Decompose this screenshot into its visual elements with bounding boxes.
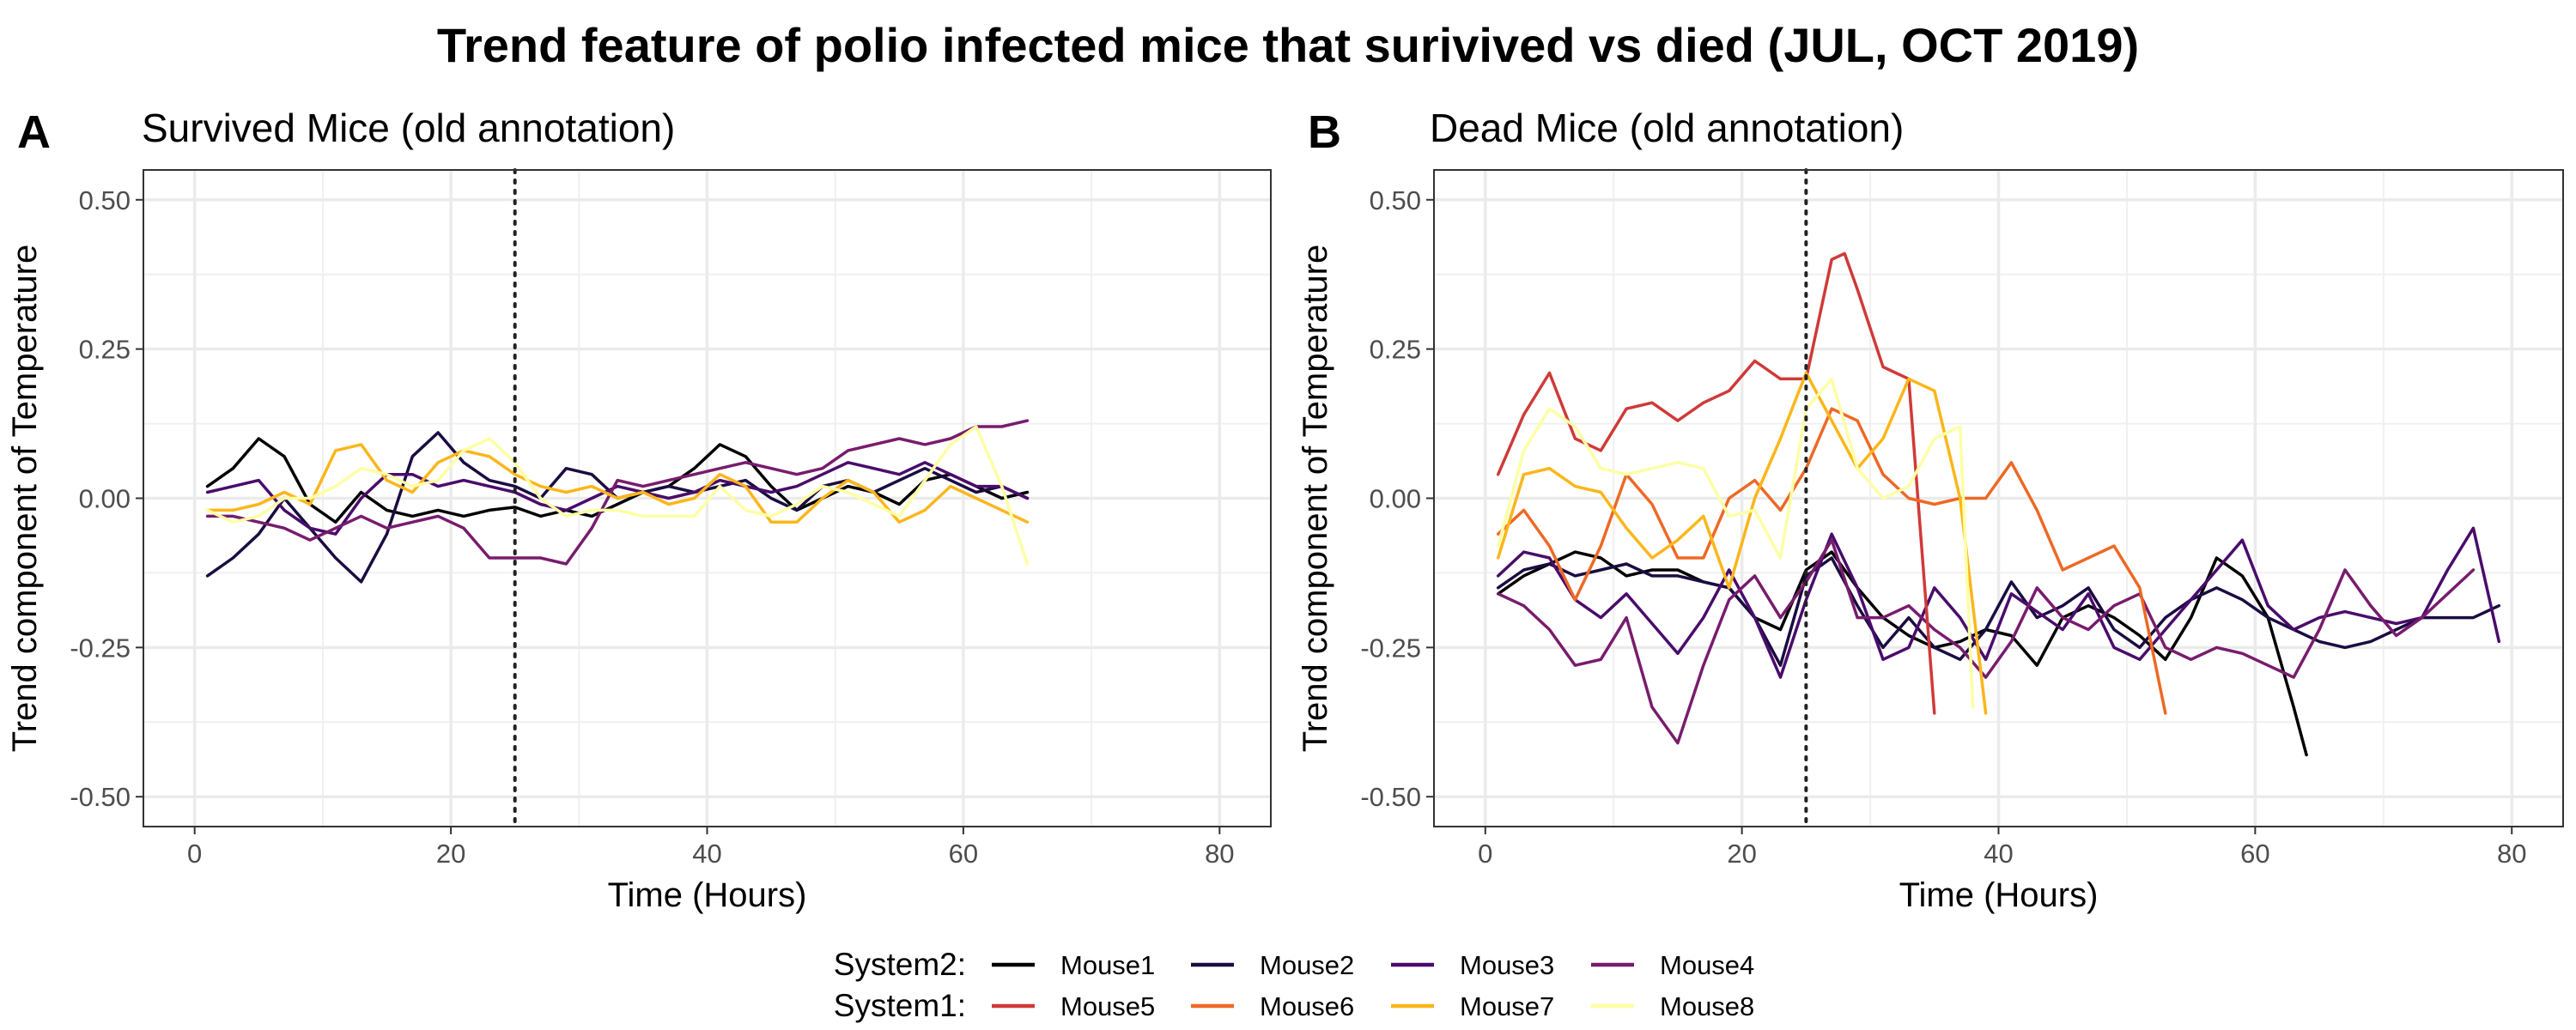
plot-area: 0 20 40 60 80 -0.50 -0.25 0.00 0.25 0.50 Time (Hou… — [1297, 168, 2564, 914]
legend-label: Mouse2 — [1260, 950, 1354, 980]
y-tick-label: 0.50 — [1370, 185, 1421, 215]
series-line-mouse6 — [1496, 407, 2167, 715]
y-axis-label: Trend component of Temperature — [6, 245, 44, 752]
series-line-mouse2 — [1496, 556, 2501, 667]
legend-row2-title: System1: — [834, 988, 966, 1023]
legend-label: Mouse5 — [1060, 991, 1155, 1021]
x-axis-label: Time (Hours) — [1899, 876, 2099, 914]
x-tick-label: 80 — [1205, 839, 1234, 869]
panel-tag: A — [17, 106, 51, 158]
panel-title: Survived Mice (old annotation) — [142, 106, 675, 150]
legend-label: Mouse8 — [1660, 991, 1754, 1021]
panel-border — [1433, 169, 2564, 827]
plot-area: 0 20 40 60 80 -0.50 -0.25 0.00 0.25 0.50 Time (Hou… — [6, 168, 1272, 914]
y-tick-label: -0.50 — [70, 782, 131, 812]
series-line-mouse8 — [1496, 377, 1975, 709]
legend-label: Mouse4 — [1660, 950, 1754, 980]
series-line-mouse8 — [205, 425, 1030, 566]
x-tick-label: 40 — [692, 839, 721, 869]
legend: System2: System1: Mouse1 Mouse2 Mouse3 Mous… — [834, 947, 1755, 1023]
legend-label: Mouse6 — [1260, 991, 1354, 1021]
y-tick-label: 0.00 — [1370, 484, 1421, 514]
series-line-mouse7 — [1496, 371, 1988, 715]
x-axis-label: Time (Hours) — [608, 876, 807, 914]
legend-row1-title: System2: — [834, 947, 966, 982]
panel-a: A Survived Mice (old annotation) 0 20 40 60… — [6, 106, 1272, 914]
figure-title: Trend feature of polio infected mice tha… — [437, 18, 2139, 72]
x-tick-label: 20 — [436, 839, 465, 869]
panel-title: Dead Mice (old annotation) — [1430, 106, 1904, 150]
x-tick-label: 0 — [187, 839, 202, 869]
y-tick-label: 0.25 — [1370, 335, 1421, 365]
x-tick-label: 40 — [1984, 839, 2013, 869]
series-line-mouse3 — [1496, 526, 2501, 679]
y-tick-label: -0.25 — [1360, 633, 1421, 663]
panel-border — [143, 169, 1272, 827]
y-tick-label: 0.00 — [79, 484, 131, 514]
series-line-mouse4 — [205, 419, 1030, 566]
y-tick-label: 0.25 — [79, 335, 131, 365]
x-tick-label: 0 — [1478, 839, 1492, 869]
panel-b: B Dead Mice (old annotation) 0 20 40 60 80 -0… — [1297, 106, 2564, 914]
x-tick-label: 20 — [1727, 839, 1756, 869]
series-line-mouse1 — [205, 437, 1030, 524]
series-line-mouse5 — [1496, 251, 1936, 715]
x-tick-label: 80 — [2497, 839, 2526, 869]
series-line-mouse3 — [205, 461, 1030, 536]
x-tick-label: 60 — [949, 839, 978, 869]
y-tick-label: 0.50 — [79, 185, 131, 215]
y-axis-label: Trend component of Temperature — [1297, 245, 1334, 752]
y-tick-label: -0.50 — [1360, 782, 1421, 812]
panel-tag: B — [1308, 106, 1341, 158]
legend-label: Mouse1 — [1060, 950, 1155, 980]
legend-label: Mouse3 — [1460, 950, 1554, 980]
series-line-mouse1 — [1496, 550, 2308, 757]
y-tick-label: -0.25 — [70, 633, 131, 663]
legend-label: Mouse7 — [1460, 991, 1554, 1021]
series-line-mouse4 — [1496, 538, 2476, 745]
x-tick-label: 60 — [2240, 839, 2269, 869]
